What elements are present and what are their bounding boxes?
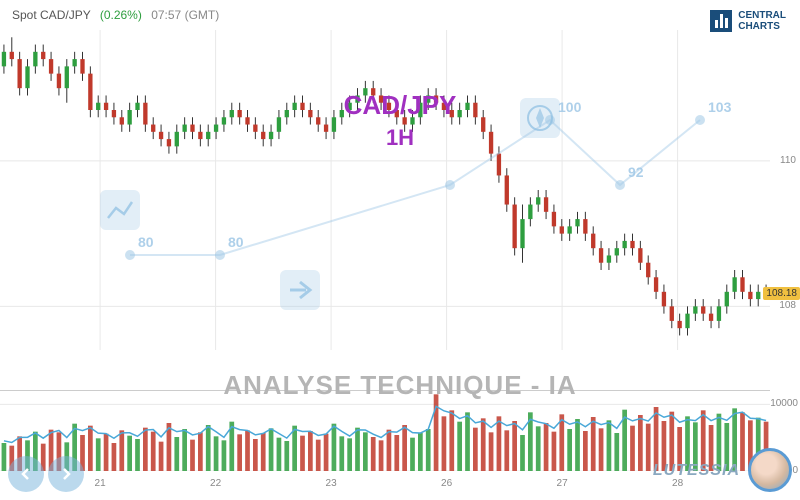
timestamp: 07:57 (GMT) (151, 8, 219, 22)
nav-controls (8, 456, 84, 492)
price-chart-panel[interactable]: 808010092103 (0, 30, 770, 350)
chart-container: Spot CAD/JPY (0.26%) 07:57 (GMT) CENTRAL… (0, 0, 800, 500)
nav-next-button[interactable] (48, 456, 84, 492)
chart-title-timeframe: 1H (386, 125, 414, 151)
volume-chart (0, 391, 770, 471)
lutessia-brand: LUTESSIA (653, 462, 740, 480)
candlestick-chart (0, 30, 770, 350)
instrument-name: Spot CAD/JPY (12, 8, 90, 22)
volume-panel[interactable]: 010000 (0, 390, 770, 470)
time-x-axis: 212223262728 (0, 478, 770, 494)
chart-title-pair: CAD/JPY (344, 90, 457, 121)
nav-prev-button[interactable] (8, 456, 44, 492)
logo-icon (710, 10, 732, 32)
watermark-text: ANALYSE TECHNIQUE - IA (223, 370, 576, 401)
provider-logo: CENTRALCHARTS (710, 10, 786, 32)
current-price-badge: 108.18 (763, 287, 800, 300)
chart-header: Spot CAD/JPY (0.26%) 07:57 (GMT) (12, 8, 219, 22)
price-change-pct: (0.26%) (100, 8, 142, 22)
avatar-icon[interactable] (748, 448, 792, 492)
logo-text: CENTRALCHARTS (738, 10, 786, 32)
price-y-axis: 108110108.18 (770, 30, 800, 350)
